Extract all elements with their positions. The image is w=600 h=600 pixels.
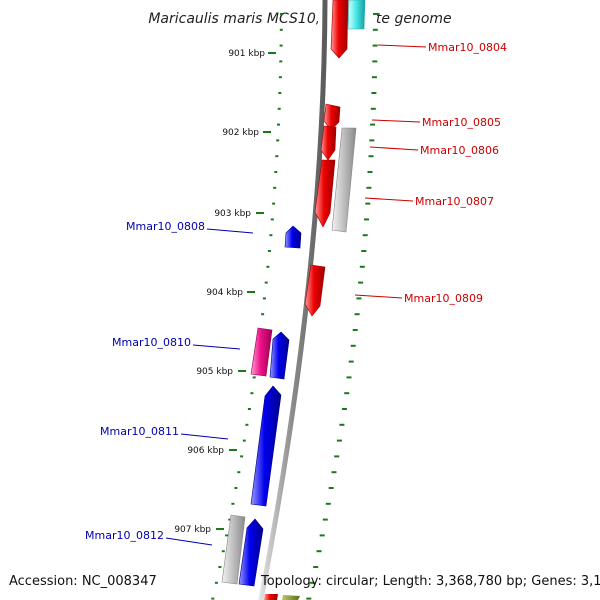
gene-Mmar10_0807[interactable] bbox=[314, 159, 336, 228]
gene-Mmar10_0811[interactable] bbox=[250, 385, 282, 507]
gene-Mmar10_0812-gray[interactable] bbox=[221, 514, 246, 585]
gene-label-Mmar10_0805[interactable]: Mmar10_0805 bbox=[422, 116, 501, 129]
gene-label-Mmar10_0808[interactable]: Mmar10_0808 bbox=[126, 220, 205, 233]
genome-summary: Topology: circular; Length: 3,368,780 bp… bbox=[261, 574, 600, 589]
map-title: Maricaulis maris MCS10, complete genome bbox=[148, 11, 451, 27]
gene-label-Mmar10_0809[interactable]: Mmar10_0809 bbox=[404, 292, 483, 305]
gene-Mmar10_0808[interactable] bbox=[284, 225, 302, 249]
gene-Mmar10_0806[interactable] bbox=[331, 127, 357, 233]
gene-label-Mmar10_0806[interactable]: Mmar10_0806 bbox=[420, 144, 499, 157]
gene-bottom-red[interactable] bbox=[264, 594, 278, 600]
gene-bottom-olive[interactable] bbox=[282, 595, 300, 600]
kbp-tick-902: 902 kbp bbox=[222, 128, 271, 138]
gene-label-Mmar10_0807[interactable]: Mmar10_0807 bbox=[415, 195, 494, 208]
kbp-tick-903: 903 kbp bbox=[214, 209, 264, 219]
kbp-tick-906: 906 kbp bbox=[187, 446, 237, 456]
gene-label-Mmar10_0810[interactable]: Mmar10_0810 bbox=[112, 336, 191, 349]
gene-label-Mmar10_0811[interactable]: Mmar10_0811 bbox=[100, 425, 179, 438]
kbp-label: 904 kbp bbox=[206, 288, 243, 298]
accession-label: Accession: NC_008347 bbox=[9, 574, 157, 589]
gene-Mmar10_0810-pink[interactable] bbox=[250, 327, 273, 377]
gene-Mmar10_0805b[interactable] bbox=[320, 125, 337, 161]
kbp-label: 906 kbp bbox=[187, 446, 224, 456]
kbp-label: 907 kbp bbox=[174, 525, 211, 535]
gene-Mmar10_0805[interactable] bbox=[323, 103, 341, 131]
kbp-tick-907: 907 kbp bbox=[174, 525, 224, 535]
kbp-label: 905 kbp bbox=[196, 367, 233, 377]
gene-Mmar10_0810[interactable] bbox=[269, 331, 290, 380]
gene-label-Mmar10_0804[interactable]: Mmar10_0804 bbox=[428, 41, 507, 54]
gene-Mmar10_0809[interactable] bbox=[304, 264, 326, 317]
kbp-label: 902 kbp bbox=[222, 128, 259, 138]
gene-labels: Mmar10_0804 Mmar10_0805 Mmar10_0806 Mmar… bbox=[85, 41, 507, 546]
gene-Mmar10_0804[interactable] bbox=[330, 0, 349, 59]
gene-label-Mmar10_0812[interactable]: Mmar10_0812 bbox=[85, 529, 164, 542]
kbp-scale: 901 kbp 902 kbp 903 kbp 904 kbp 905 kbp … bbox=[174, 49, 276, 535]
kbp-tick-904: 904 kbp bbox=[206, 288, 255, 298]
tick-marks-outer bbox=[306, 13, 378, 600]
gene-cyan-cds[interactable] bbox=[347, 0, 366, 30]
kbp-label: 903 kbp bbox=[214, 209, 251, 219]
kbp-label: 901 kbp bbox=[228, 49, 265, 59]
gene-Mmar10_0812[interactable] bbox=[238, 518, 264, 587]
kbp-tick-901: 901 kbp bbox=[228, 49, 276, 59]
kbp-tick-905: 905 kbp bbox=[196, 367, 246, 377]
